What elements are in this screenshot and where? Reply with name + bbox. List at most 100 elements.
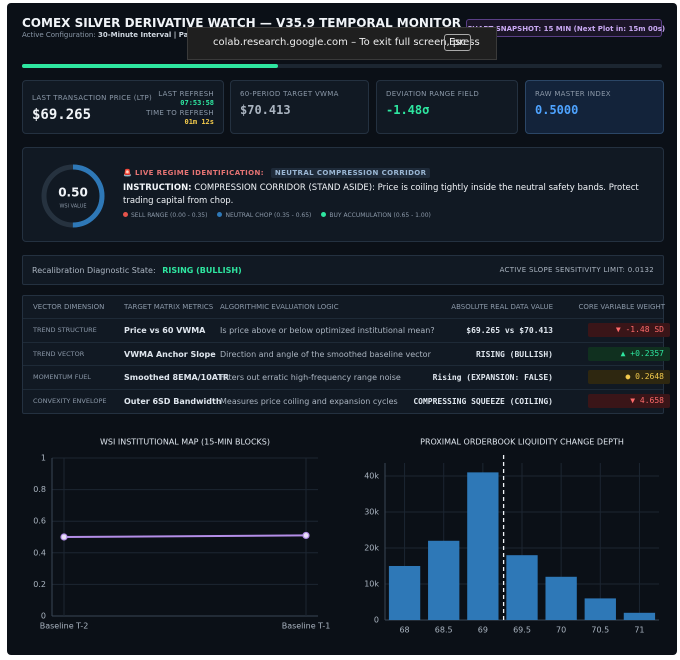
marker bbox=[60, 533, 68, 541]
metric: Outer 6SD Bandwidth bbox=[124, 396, 222, 406]
legend-text: BUY ACCUMULATION (0.65 - 1.00) bbox=[329, 212, 431, 219]
last-refresh-label: LAST REFRESH bbox=[158, 90, 214, 98]
time-to-refresh-label: TIME TO REFRESH bbox=[146, 109, 214, 117]
notice-text: colab.research.google.com – To exit full… bbox=[213, 37, 480, 48]
legend-item: NEUTRAL CHOP (0.35 - 0.65) bbox=[217, 212, 311, 219]
metric: VWMA Anchor Slope bbox=[124, 349, 216, 359]
card-value: -1.48σ bbox=[386, 103, 430, 117]
y-tick-label: 0 bbox=[41, 612, 46, 621]
card-label: RAW MASTER INDEX bbox=[535, 90, 611, 98]
logic: Direction and angle of the smoothed base… bbox=[220, 349, 431, 359]
stat-card: DEVIATION RANGE FIELD -1.48σ bbox=[376, 80, 518, 134]
legend-dot bbox=[321, 212, 327, 217]
metric: Price vs 60 VWMA bbox=[124, 326, 206, 335]
x-tick-label: 69.5 bbox=[513, 626, 531, 635]
legend-item: SELL RANGE (0.00 - 0.35) bbox=[123, 212, 207, 219]
y-tick-label: 0.8 bbox=[33, 485, 46, 494]
regime-legend: SELL RANGE (0.00 - 0.35) NEUTRAL CHOP (0.… bbox=[123, 212, 441, 219]
card-label: 60-PERIOD TARGET VWMA bbox=[240, 90, 339, 98]
x-tick-label: 68 bbox=[399, 626, 409, 635]
column-header: TARGET MATRIX METRICS bbox=[124, 303, 214, 311]
real-value: COMPRESSING SQUEEZE (COILING) bbox=[413, 396, 553, 406]
y-tick-label: 40k bbox=[364, 471, 379, 480]
fullscreen-notice: colab.research.google.com – To exit full… bbox=[187, 27, 497, 60]
diagnostic-state: RISING (BULLISH) bbox=[162, 266, 242, 275]
gauge-arc bbox=[41, 164, 105, 228]
table-row: MOMENTUM FUEL Smoothed 8EMA/10ATR Filters … bbox=[23, 365, 670, 389]
weight-cell: ▼ -1.48 SD bbox=[588, 323, 670, 337]
legend-dot bbox=[217, 212, 223, 217]
time-to-refresh: 01m 12s bbox=[184, 118, 214, 126]
card-label: LAST TRANSACTION PRICE (LTP) bbox=[32, 94, 153, 102]
line bbox=[63, 534, 307, 538]
card-value: 0.5000 bbox=[535, 103, 579, 117]
weight-cell: ● 0.2648 bbox=[588, 370, 670, 384]
y-tick-label: 0 bbox=[374, 616, 379, 625]
regime-heading-text: LIVE REGIME IDENTIFICATION: bbox=[134, 169, 264, 177]
x-tick-label: 69 bbox=[478, 626, 488, 635]
slope-limit: ACTIVE SLOPE SENSITIVITY LIMIT: 0.0132 bbox=[499, 266, 654, 274]
y-tick-label: 0.6 bbox=[33, 517, 46, 526]
metric: Smoothed 8EMA/10ATR bbox=[124, 373, 229, 382]
table-row: TREND VECTOR VWMA Anchor Slope Direction a… bbox=[23, 341, 670, 366]
card-label: DEVIATION RANGE FIELD bbox=[386, 90, 480, 98]
card-value: $69.265 bbox=[32, 107, 92, 123]
progress-track bbox=[22, 64, 662, 68]
y-tick-label: 0.4 bbox=[33, 548, 46, 557]
weight-cell: ▲ +0.2357 bbox=[588, 346, 670, 361]
stat-card: 60-PERIOD TARGET VWMA $70.413 bbox=[230, 80, 369, 134]
bar-chart: PROXIMAL ORDERBOOK LIQUIDITY CHANGE DEPT… bbox=[364, 438, 659, 635]
gauge-label: 0.50 bbox=[58, 186, 88, 200]
x-tick-label: 70 bbox=[556, 626, 566, 635]
dashboard: COMEX SILVER DERIVATIVE WATCH — V35.9 TE… bbox=[7, 3, 677, 655]
x-tick-label: 71 bbox=[634, 626, 644, 635]
x-tick-label: Baseline T-2 bbox=[40, 622, 89, 631]
gauge-caption: WSI VALUE bbox=[59, 204, 86, 210]
logic: Measures price coiling and expansion cyc… bbox=[220, 396, 398, 406]
dimension: MOMENTUM FUEL bbox=[33, 373, 91, 381]
column-header: VECTOR DIMENSION bbox=[33, 303, 105, 311]
real-value: RISING (BULLISH) bbox=[475, 349, 553, 359]
table-row: CONVEXITY ENVELOPE Outer 6SD Bandwidth Mea… bbox=[23, 388, 670, 413]
last-refresh: 07:53:58 bbox=[180, 99, 214, 107]
regime-heading: 🚨 LIVE REGIME IDENTIFICATION: NEUTRAL CO… bbox=[123, 168, 431, 178]
config-value: 30-Minute Interval | Parameter bbox=[97, 31, 221, 39]
legend-text: SELL RANGE (0.00 - 0.35) bbox=[131, 212, 208, 219]
dimension: TREND STRUCTURE bbox=[33, 326, 97, 334]
column-header: ABSOLUTE REAL DATA VALUE bbox=[451, 303, 553, 311]
x-tick-label: Baseline T-1 bbox=[282, 622, 331, 631]
stat-card: RAW MASTER INDEX 0.5000 bbox=[525, 80, 664, 134]
column-header: CORE VARIABLE WEIGHT bbox=[578, 303, 665, 311]
chart-title: WSI INSTITUTIONAL MAP (15-MIN BLOCKS) bbox=[100, 438, 270, 447]
dimension: CONVEXITY ENVELOPE bbox=[33, 396, 107, 405]
bar bbox=[584, 598, 616, 620]
config: Active Configuration: 30-Minute Interval… bbox=[22, 31, 220, 39]
y-tick-label: 10k bbox=[364, 579, 379, 588]
title: COMEX SILVER DERIVATIVE WATCH — V35.9 TE… bbox=[22, 16, 462, 30]
config-label: Active Configuration: bbox=[22, 31, 96, 39]
diagnostic: Recalibration Diagnostic State: RISING (… bbox=[32, 266, 242, 275]
table-header: VECTOR DIMENSION TARGET MATRIX METRICS ALG… bbox=[23, 296, 665, 318]
chart-title: PROXIMAL ORDERBOOK LIQUIDITY CHANGE DEPT… bbox=[420, 438, 624, 447]
diagnostic-row: Recalibration Diagnostic State: RISING (… bbox=[22, 255, 664, 285]
y-tick-label: 20k bbox=[364, 543, 379, 552]
real-value: Rising (EXPANSION: FALSE) bbox=[432, 373, 553, 382]
weight-cell: ▼ 4.658 bbox=[588, 393, 670, 408]
card-value: $70.413 bbox=[240, 103, 291, 117]
x-tick-label: 70.5 bbox=[591, 626, 609, 635]
diagnostic-label: Recalibration Diagnostic State: bbox=[32, 266, 156, 275]
notice-key: Esc bbox=[444, 34, 472, 51]
instruction-label: INSTRUCTION: bbox=[123, 183, 192, 193]
dimension: TREND VECTOR bbox=[33, 349, 85, 358]
instruction-text: COMPRESSION CORRIDOR (STAND ASIDE): Pric… bbox=[123, 183, 639, 206]
line-chart: WSI INSTITUTIONAL MAP (15-MIN BLOCKS) 0 0.… bbox=[33, 438, 331, 631]
bar bbox=[545, 576, 577, 620]
bar bbox=[467, 472, 499, 620]
bar bbox=[623, 612, 656, 620]
matrix-table: VECTOR DIMENSION TARGET MATRIX METRICS ALG… bbox=[22, 295, 670, 414]
logic: Filters out erratic high-frequency range… bbox=[220, 373, 401, 382]
legend-dot bbox=[123, 212, 128, 217]
regime-panel: 0.50 WSI VALUE 🚨 LIVE REGIME IDENTIFICAT… bbox=[22, 147, 664, 242]
gauge: 0.50 WSI VALUE bbox=[41, 164, 105, 228]
regime-tag: NEUTRAL COMPRESSION CORRIDOR bbox=[270, 168, 431, 178]
